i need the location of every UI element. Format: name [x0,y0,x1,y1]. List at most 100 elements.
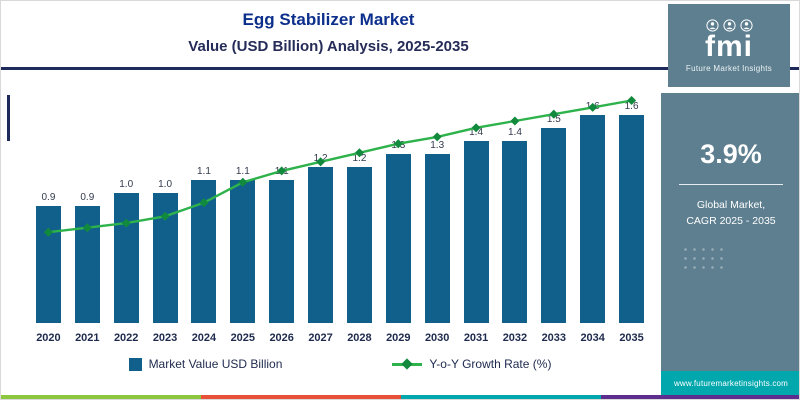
x-axis-label-2033: 2033 [541,332,567,344]
line-swatch-icon [392,357,423,370]
caption-line1: Global Market, [696,199,766,211]
person-icon [705,18,719,32]
cagr-value: 3.9% [700,139,762,169]
market-value-bar-2035 [619,115,645,323]
x-axis-label-2032: 2032 [502,332,528,344]
dots-decoration [681,245,729,273]
chart-header: Egg Stabilizer Market Value (USD Billion… [1,10,656,55]
x-axis-label-2020: 2020 [36,332,61,344]
market-value-bar-2028 [346,167,372,323]
bar-slot: 1.0 [107,96,146,323]
market-value-bar-2027 [308,167,334,323]
bar-slot: 1.1 [223,96,262,323]
x-axis: 2020 2021 2022 2023 2024 2025 2026 2027 2028 2029… [29,332,651,344]
footer-stripe-segment-1 [1,395,201,399]
x-axis-label-2026: 2026 [269,332,294,344]
legend-label-growth-rate: Y-o-Y Growth Rate (%) [429,357,552,371]
bar-value-label: 0.9 [41,192,56,203]
footer-stripe-segment-2 [201,395,401,399]
bar-slot: 1.4 [496,96,535,323]
x-axis-label-2022: 2022 [113,332,139,344]
market-value-bar-2034 [580,115,606,323]
market-value-bar-2030 [424,154,450,323]
market-value-bar-2033 [541,128,567,323]
bar-slot: 1.2 [301,96,340,323]
bar-slot: 1.6 [612,96,651,323]
legend-label-market-value: Market Value USD Billion [148,357,283,371]
x-axis-label-2024: 2024 [191,332,217,344]
market-value-bar-2032 [502,141,528,323]
x-axis-label-2023: 2023 [152,332,178,344]
legend-item-growth-rate: Y-o-Y Growth Rate (%) [392,357,551,371]
footer-stripe [1,395,799,399]
logo-people-icons [705,18,753,32]
market-value-bar-2024 [191,180,217,323]
person-icon [722,18,736,32]
bar-value-label: 1.1 [274,166,289,177]
x-axis-label-2021: 2021 [75,332,100,344]
x-axis-label-2030: 2030 [424,332,450,344]
footer-stripe-segment-3 [401,395,601,399]
fmi-logo: fmi Future Market Insights [668,4,790,87]
x-axis-label-2035: 2035 [619,332,644,344]
bar-slot: 1.0 [146,96,185,323]
bar-slot: 1.1 [262,96,301,323]
market-value-bar-2023 [152,193,178,323]
x-axis-label-2031: 2031 [463,332,489,344]
market-value-bar-2029 [385,154,411,323]
panel-divider [679,184,783,185]
market-value-bar-2026 [269,180,295,323]
footer-stripe-segment-4 [601,395,799,399]
bar-slot: 1.3 [418,96,457,323]
market-value-bar-2031 [463,141,489,323]
market-value-bar-2022 [113,193,139,323]
bar-value-label: 1.3 [391,140,406,151]
bar-slot: 1.4 [457,96,496,323]
bar-slot: 1.3 [379,96,418,323]
bar-swatch-icon [128,357,142,371]
bar-slot: 1.1 [185,96,224,323]
x-axis-label-2029: 2029 [386,332,411,344]
market-value-bar-2020 [35,206,61,323]
bar-value-label: 1.4 [507,127,522,138]
page-subtitle: Value (USD Billion) Analysis, 2025-2035 [188,38,469,55]
left-accent-line [7,95,10,141]
logo-text: fmi [705,29,753,63]
website-url: www.futuremarketinsights.com [673,378,789,388]
legend: Market Value USD Billion Y-o-Y Growth Ra… [29,357,651,371]
bar-chart: 0.9 0.9 1.0 1.0 1.1 1.1 1.1 1.2 1.2 1.3 1.3 1.4 1.4 1… [29,96,651,323]
bar-value-label: 1.2 [313,153,328,164]
caption-line2: CAGR 2025 - 2035 [686,215,776,228]
bar-value-label: 1.1 [235,166,250,177]
website-bar: www.futuremarketinsights.com [661,371,799,395]
bar-slot: 1.6 [573,96,612,323]
x-axis-label-2027: 2027 [308,332,333,344]
bar-slot: 1.2 [340,96,379,323]
bar-value-label: 1.2 [352,153,367,164]
page-title: Egg Stabilizer Market [242,10,415,29]
bar-value-label: 0.9 [80,192,95,203]
market-value-bar-2021 [74,206,100,323]
x-axis-label-2034: 2034 [580,332,605,344]
market-value-bar-2025 [230,180,256,323]
bar-value-label: 1.4 [469,127,484,138]
logo-tagline: Future Market Insights [685,63,773,73]
bar-value-label: 1.5 [546,114,561,125]
legend-item-market-value: Market Value USD Billion [128,357,283,371]
bar-value-label: 1.1 [196,166,211,177]
bar-slot: 1.5 [534,96,573,323]
bar-value-label: 1.6 [624,101,639,112]
cagr-caption: Global Market, CAGR 2025 - 2035 [661,197,799,230]
person-icon [739,18,753,32]
bar-value-label: 1.6 [585,101,600,112]
bar-slot: 0.9 [29,96,68,323]
cagr-panel: 3.9% Global Market, CAGR 2025 - 2035 [661,93,799,371]
bar-value-label: 1.3 [430,140,445,151]
bar-value-label: 1.0 [158,179,173,190]
bar-value-label: 1.0 [119,179,134,190]
diamond-marker-icon [401,357,414,370]
x-axis-label-2028: 2028 [347,332,372,344]
bar-slot: 0.9 [68,96,107,323]
x-axis-label-2025: 2025 [230,332,256,344]
